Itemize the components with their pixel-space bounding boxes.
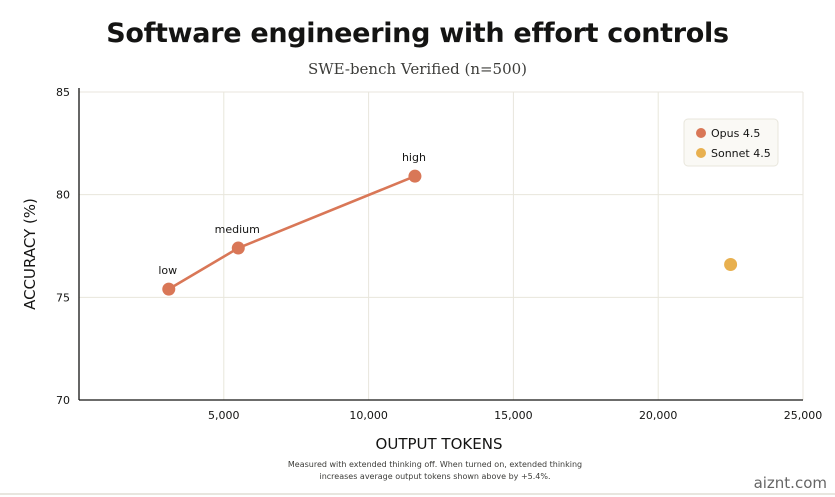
legend-label: Opus 4.5 [711,127,760,140]
y-tick-label: 80 [56,189,70,202]
y-axis-title: ACCURACY (%) [21,198,39,310]
chart-subtitle: SWE-bench Verified (n=500) [307,60,528,78]
legend-swatch [696,148,706,158]
point-label: low [158,264,177,277]
watermark: aiznt.com [753,474,827,492]
y-tick-label: 75 [56,291,70,304]
x-tick-label: 10,000 [349,409,388,422]
legend-swatch [696,128,706,138]
data-point [408,169,422,183]
y-tick-label: 85 [56,86,70,99]
data-point [231,241,245,255]
footnote-line-1: Measured with extended thinking off. Whe… [287,460,583,469]
point-label: high [402,151,426,164]
series-line [168,174,416,291]
x-tick-label: 25,000 [784,409,823,422]
x-axis-title: OUTPUT TOKENS [376,435,503,453]
data-point [724,257,738,271]
x-tick-label: 20,000 [639,409,678,422]
footnote-line-2: increases average output tokens shown ab… [319,472,551,481]
bottom-divider [0,493,835,495]
chart-title: Software engineering with effort control… [106,18,729,49]
legend-label: Sonnet 4.5 [711,147,771,160]
x-tick-label: 5,000 [208,409,240,422]
x-tick-label: 15,000 [494,409,533,422]
footnote: Measured with extended thinking off. Whe… [0,459,835,483]
point-label: medium [215,223,260,236]
y-tick-label: 70 [56,394,70,407]
data-point [162,282,176,296]
legend-box [683,118,779,167]
